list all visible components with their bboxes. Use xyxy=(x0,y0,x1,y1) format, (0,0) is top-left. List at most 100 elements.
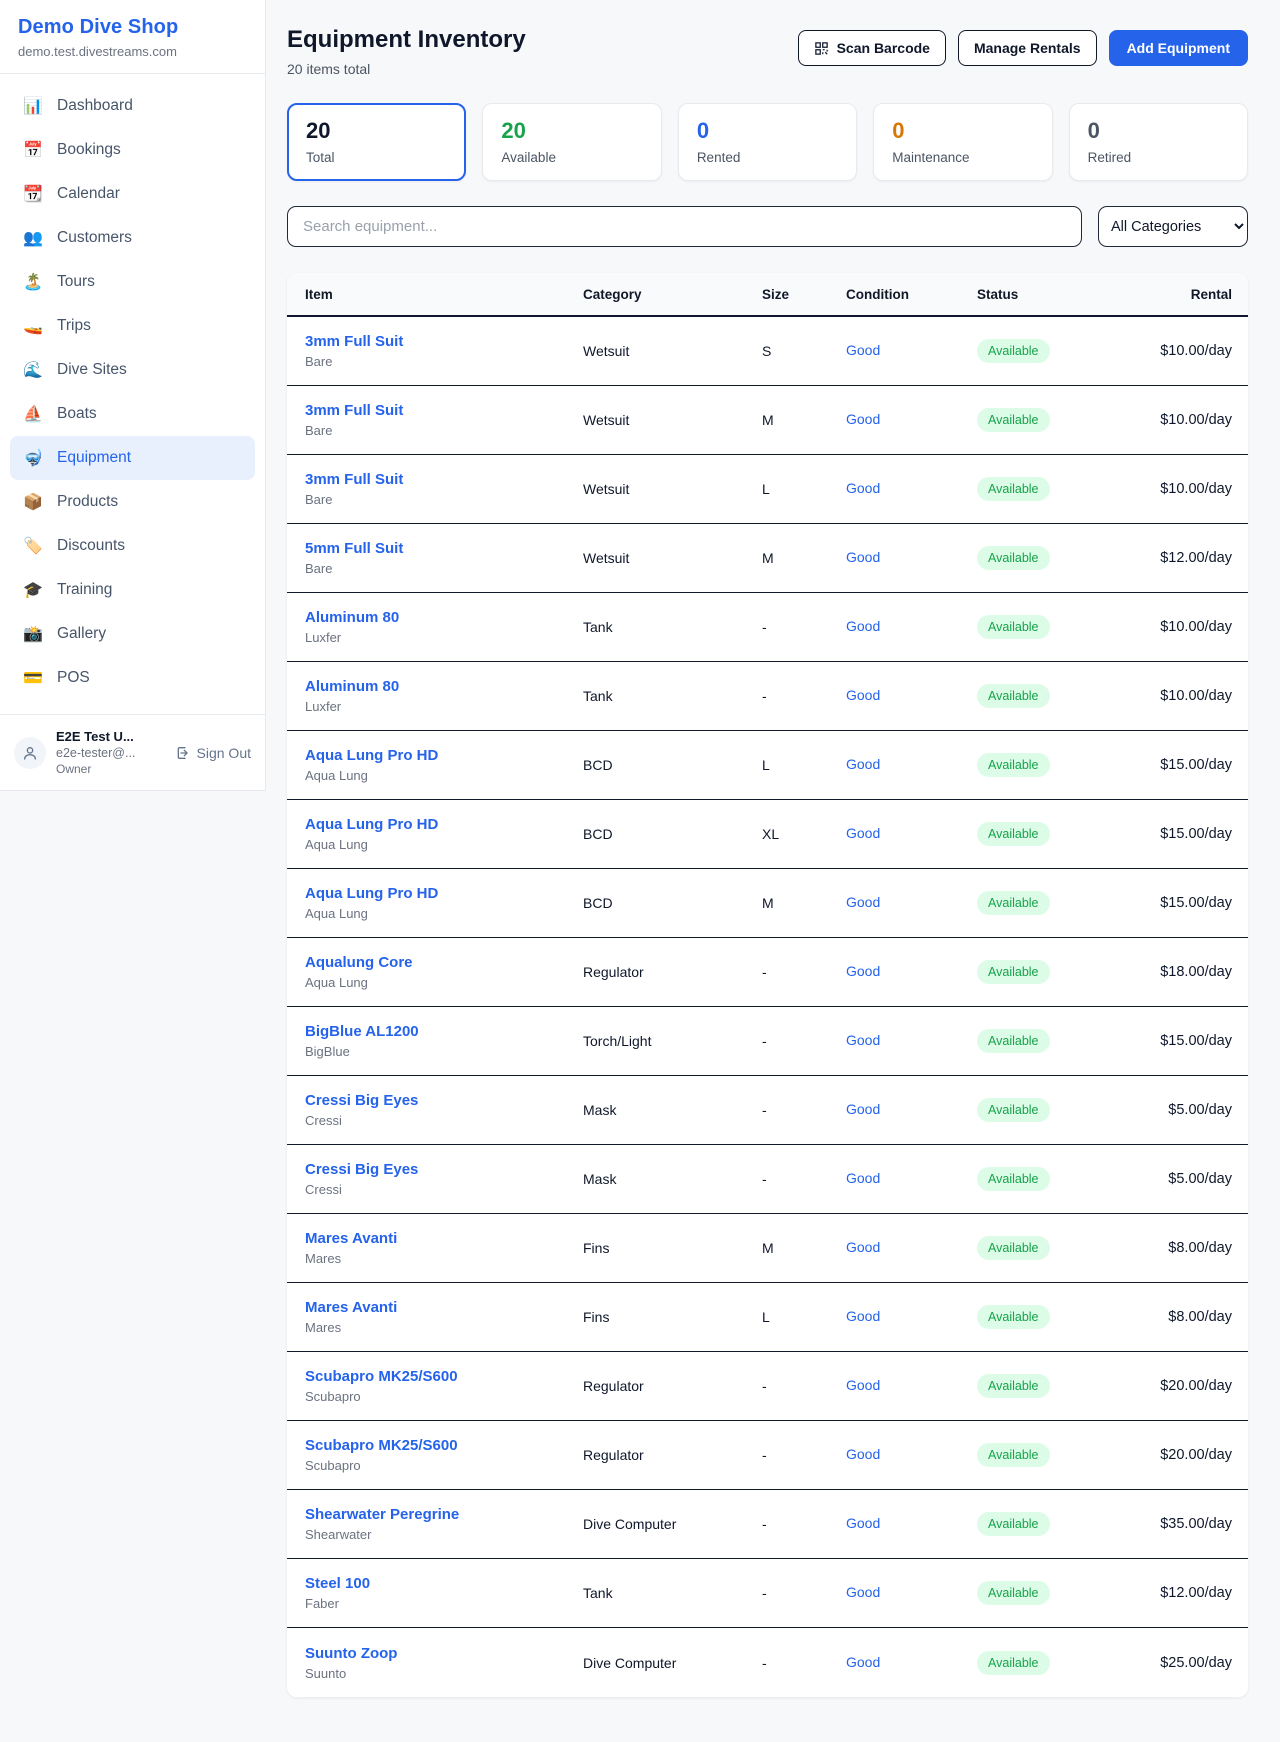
condition-link[interactable]: Good xyxy=(846,756,881,773)
scan-barcode-button[interactable]: Scan Barcode xyxy=(797,30,946,66)
condition-link[interactable]: Good xyxy=(846,618,881,635)
category-cell: Wetsuit xyxy=(583,343,630,360)
condition-cell: Good xyxy=(846,963,977,981)
sidebar-item-label: Training xyxy=(57,581,113,598)
condition-link[interactable]: Good xyxy=(846,1446,881,1463)
items-total: 20 items total xyxy=(287,61,371,77)
sidebar-item-boats[interactable]: ⛵ Boats xyxy=(10,392,255,436)
discounts-icon: 🏷️ xyxy=(23,538,43,555)
condition-link[interactable]: Good xyxy=(846,1377,881,1394)
status-badge: Available xyxy=(977,891,1050,916)
products-icon: 📦 xyxy=(23,494,43,511)
status-cell: Available xyxy=(977,339,1097,364)
condition-link[interactable]: Good xyxy=(846,894,881,911)
manage-rentals-button[interactable]: Manage Rentals xyxy=(957,30,1097,66)
condition-link[interactable]: Good xyxy=(846,549,881,566)
stats-row: 20 Total 20 Available 0 Rented 0 Mainten… xyxy=(287,103,1249,182)
item-cell: Aluminum 80 Luxfer xyxy=(305,678,583,714)
stat-card-retired[interactable]: 0 Retired xyxy=(1068,103,1249,182)
add-equipment-button[interactable]: Add Equipment xyxy=(1108,30,1248,66)
sidebar-item-gallery[interactable]: 📸 Gallery xyxy=(10,612,255,656)
sidebar-item-label: Trips xyxy=(57,317,91,334)
item-name-link[interactable]: Aqua Lung Pro HD xyxy=(305,816,439,834)
condition-link[interactable]: Good xyxy=(846,342,881,359)
condition-link[interactable]: Good xyxy=(846,1101,881,1118)
item-name-link[interactable]: Cressi Big Eyes xyxy=(305,1092,419,1110)
sidebar-item-discounts[interactable]: 🏷️ Discounts xyxy=(10,524,255,568)
condition-link[interactable]: Good xyxy=(846,1515,881,1532)
item-name-link[interactable]: Mares Avanti xyxy=(305,1230,398,1248)
item-name-link[interactable]: Shearwater Peregrine xyxy=(305,1506,460,1524)
condition-link[interactable]: Good xyxy=(846,1170,881,1187)
item-name-link[interactable]: Mares Avanti xyxy=(305,1299,398,1317)
condition-link[interactable]: Good xyxy=(846,1653,881,1670)
scan-barcode-label: Scan Barcode xyxy=(836,40,930,56)
condition-link[interactable]: Good xyxy=(846,687,881,704)
condition-link[interactable]: Good xyxy=(846,1584,881,1601)
sidebar-item-tours[interactable]: 🏝️ Tours xyxy=(10,260,255,304)
category-cell: Tank xyxy=(583,619,613,636)
item-cell: 3mm Full Suit Bare xyxy=(305,402,583,438)
item-name-link[interactable]: Aqua Lung Pro HD xyxy=(305,885,439,903)
condition-link[interactable]: Good xyxy=(846,411,881,428)
item-name-link[interactable]: 3mm Full Suit xyxy=(305,402,404,420)
item-name-link[interactable]: Aluminum 80 xyxy=(305,609,400,627)
item-name-link[interactable]: Scubapro MK25/S600 xyxy=(305,1368,458,1386)
category-cell: Fins xyxy=(583,1240,610,1257)
search-input[interactable] xyxy=(287,206,1082,248)
table-row: Suunto Zoop Suunto Dive Computer - Good … xyxy=(287,1628,1248,1698)
condition-link[interactable]: Good xyxy=(846,1308,881,1325)
condition-cell: Good xyxy=(846,756,977,774)
status-badge: Available xyxy=(977,339,1050,364)
item-name-link[interactable]: 3mm Full Suit xyxy=(305,471,404,489)
item-name-link[interactable]: Aqua Lung Pro HD xyxy=(305,747,439,765)
table-row: 5mm Full Suit Bare Wetsuit M Good Availa… xyxy=(287,524,1248,594)
sidebar-item-dive-sites[interactable]: 🌊 Dive Sites xyxy=(10,348,255,392)
stat-label: Available xyxy=(501,150,556,166)
item-name-link[interactable]: Scubapro MK25/S600 xyxy=(305,1437,458,1455)
stat-card-available[interactable]: 20 Available xyxy=(482,103,662,182)
item-name-link[interactable]: 3mm Full Suit xyxy=(305,333,404,351)
item-name-link[interactable]: BigBlue AL1200 xyxy=(305,1023,419,1041)
item-brand: Mares xyxy=(305,1320,342,1336)
training-icon: 🎓 xyxy=(23,582,43,599)
stat-card-rented[interactable]: 0 Rented xyxy=(677,103,858,182)
sidebar-item-products[interactable]: 📦 Products xyxy=(10,480,255,524)
item-name-link[interactable]: Aluminum 80 xyxy=(305,678,400,696)
size-cell: - xyxy=(762,1378,767,1395)
status-badge: Available xyxy=(977,1305,1050,1330)
item-brand: Luxfer xyxy=(305,630,342,646)
condition-link[interactable]: Good xyxy=(846,825,881,842)
stat-card-maintenance[interactable]: 0 Maintenance xyxy=(873,103,1053,182)
sidebar-item-dashboard[interactable]: 📊 Dashboard xyxy=(10,84,255,128)
condition-link[interactable]: Good xyxy=(846,480,881,497)
condition-link[interactable]: Good xyxy=(846,963,881,980)
item-name-link[interactable]: Cressi Big Eyes xyxy=(305,1161,419,1179)
condition-cell: Good xyxy=(846,549,977,567)
stat-card-total[interactable]: 20 Total xyxy=(287,103,467,182)
item-name-link[interactable]: Suunto Zoop xyxy=(305,1644,398,1662)
item-name-link[interactable]: Steel 100 xyxy=(305,1575,371,1593)
sidebar-item-bookings[interactable]: 📅 Bookings xyxy=(10,128,255,172)
sidebar-item-pos[interactable]: 💳 POS xyxy=(10,656,255,700)
category-select[interactable]: All Categories xyxy=(1098,206,1248,248)
sign-out-button[interactable]: Sign Out xyxy=(175,745,251,761)
stat-value: 0 xyxy=(1087,118,1100,143)
condition-link[interactable]: Good xyxy=(846,1239,881,1256)
sidebar-item-equipment[interactable]: 🤿 Equipment xyxy=(10,436,255,480)
item-brand: Mares xyxy=(305,1251,342,1267)
sidebar-item-label: Gallery xyxy=(57,625,107,642)
sidebar-nav: 📊 Dashboard 📅 Bookings 📆 Calendar 👥 Cust… xyxy=(0,74,265,706)
page-title: Equipment Inventory xyxy=(287,26,526,53)
sidebar-item-trips[interactable]: 🚤 Trips xyxy=(10,304,255,348)
rental-cell: $15.00/day xyxy=(1160,757,1232,774)
condition-cell: Good xyxy=(846,1515,977,1533)
item-name-link[interactable]: 5mm Full Suit xyxy=(305,540,404,558)
item-cell: 3mm Full Suit Bare xyxy=(305,471,583,507)
category-cell: Wetsuit xyxy=(583,412,630,429)
condition-link[interactable]: Good xyxy=(846,1032,881,1049)
item-name-link[interactable]: Aqualung Core xyxy=(305,954,413,972)
sidebar-item-training[interactable]: 🎓 Training xyxy=(10,568,255,612)
sidebar-item-calendar[interactable]: 📆 Calendar xyxy=(10,172,255,216)
sidebar-item-customers[interactable]: 👥 Customers xyxy=(10,216,255,260)
